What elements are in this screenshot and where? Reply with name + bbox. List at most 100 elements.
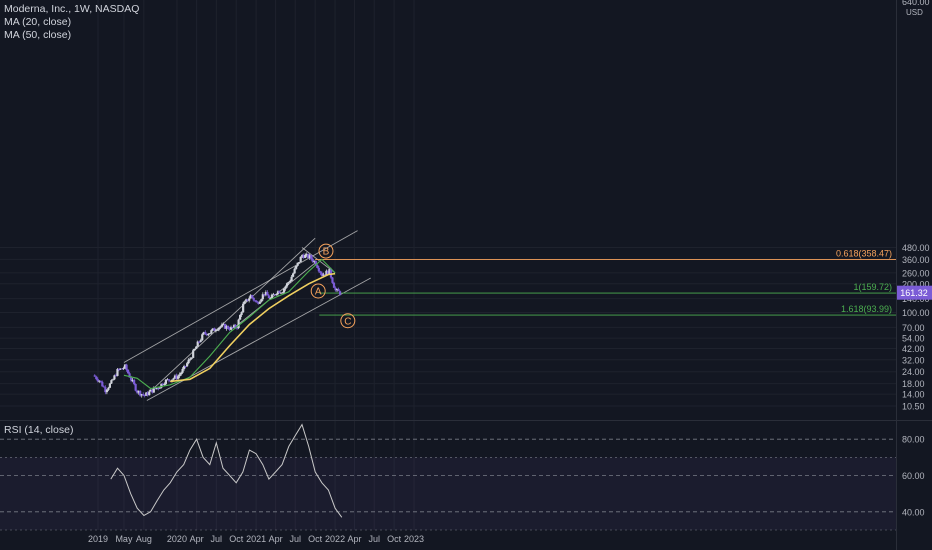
candle-body	[129, 377, 133, 381]
wave-text: C	[344, 316, 351, 327]
candle-body	[157, 388, 160, 390]
candle-body	[128, 373, 131, 378]
candle-body	[201, 334, 204, 341]
x-tick-label: Aug	[136, 534, 152, 544]
candle-body	[242, 303, 245, 313]
y-tick-label: 100.00	[902, 308, 930, 318]
rsi-tick-label: 40.00	[902, 507, 925, 517]
candle-body	[278, 291, 281, 294]
candle-body	[208, 333, 211, 335]
candle-body	[317, 267, 320, 272]
candle-body	[219, 326, 222, 328]
candle-body	[240, 312, 243, 316]
candle-body	[173, 375, 177, 379]
candle-body	[293, 268, 296, 274]
candle-body	[161, 383, 164, 385]
rsi-band	[0, 457, 896, 530]
candle-body	[264, 292, 267, 295]
wave-circle	[310, 283, 326, 299]
candle-body	[325, 270, 328, 276]
candle-body	[326, 270, 330, 275]
candle-body	[126, 369, 130, 374]
candle-body	[319, 271, 322, 273]
rsi-tick-label: 80.00	[902, 435, 925, 445]
candle-body	[335, 289, 339, 291]
x-tick-label: Oct	[308, 534, 323, 544]
candle-body	[320, 272, 323, 276]
candle-body	[110, 380, 113, 384]
candle-body	[198, 341, 201, 343]
candle-body	[281, 292, 284, 294]
y-tick-label: 24.00	[902, 367, 925, 377]
candle-body	[131, 379, 134, 381]
rsi-panel	[0, 438, 896, 531]
candle-body	[167, 379, 171, 381]
candle-body	[104, 387, 107, 393]
candle-body	[213, 328, 216, 331]
candle-body	[140, 394, 143, 396]
y-tick-label: 360.00	[902, 255, 930, 265]
x-tick-label: May	[115, 534, 133, 544]
rsi-legend[interactable]: RSI (14, close)	[4, 424, 74, 436]
candle-body	[105, 389, 108, 393]
candle-body	[151, 389, 154, 393]
candle-body	[164, 379, 168, 384]
candle-body	[205, 333, 208, 336]
candle-body	[196, 341, 199, 347]
candle-body	[182, 366, 186, 369]
candle-body	[143, 394, 146, 396]
candle-body	[139, 390, 142, 396]
candle-body	[260, 299, 263, 302]
candle-body	[290, 276, 293, 282]
ma50-line	[170, 272, 336, 383]
candle-body	[155, 388, 158, 390]
candle-body	[184, 366, 187, 368]
candle-body	[172, 378, 175, 380]
candle-body	[149, 389, 152, 392]
x-tick-label: 2020	[167, 534, 187, 544]
candle-body	[275, 294, 278, 296]
candle-body	[226, 325, 230, 329]
candle-body	[263, 294, 266, 296]
candle-body	[114, 375, 118, 377]
candle-body	[195, 346, 198, 349]
candle-body	[193, 348, 196, 351]
y-tick-label: 18.00	[902, 379, 925, 389]
candle-body	[302, 255, 305, 258]
candle-body	[145, 392, 148, 396]
candle-body	[98, 380, 101, 382]
candle-body	[298, 262, 301, 264]
x-tick-label: Jul	[368, 534, 380, 544]
chart-title: Moderna, Inc., 1W, NASDAQ	[4, 3, 140, 15]
candle-body	[178, 374, 181, 377]
candle-body	[322, 274, 325, 276]
candle-body	[331, 277, 334, 283]
candle-body	[160, 383, 163, 388]
candle-body	[107, 387, 110, 390]
candle-body	[255, 301, 258, 303]
candle-body	[181, 368, 184, 373]
candle-body	[179, 372, 183, 375]
last-price-label: 161.32	[900, 288, 928, 298]
wave-label-b: B	[318, 243, 334, 259]
y-tick-label: 14.00	[902, 390, 925, 400]
x-tick-label: Apr	[348, 534, 362, 544]
ma50-legend[interactable]: MA (50, close)	[4, 29, 72, 41]
candle-body	[134, 384, 137, 391]
candle-body	[123, 364, 127, 369]
candle-body	[120, 368, 124, 370]
candle-body	[146, 392, 149, 396]
candle-body	[136, 390, 139, 393]
candle-body	[296, 262, 299, 266]
candle-body	[225, 325, 228, 329]
x-tick-label: 2021	[246, 534, 266, 544]
candle-body	[337, 289, 340, 292]
candle-body	[243, 301, 246, 304]
y-tick-label: 42.00	[902, 344, 925, 354]
ma20-legend[interactable]: MA (20, close)	[4, 16, 72, 28]
y-tick-label: 54.00	[902, 334, 925, 344]
wave-label-c: C	[340, 313, 356, 329]
candle-body	[142, 394, 145, 396]
